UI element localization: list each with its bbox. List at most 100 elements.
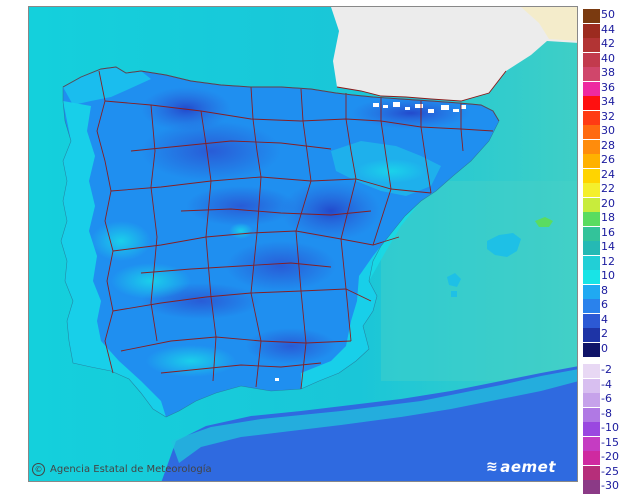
legend-row: 32 — [583, 109, 627, 125]
legend-row: 20 — [583, 196, 627, 212]
legend-swatch — [583, 378, 600, 393]
legend-swatch — [583, 328, 600, 342]
legend-row: 38 — [583, 67, 627, 81]
legend-swatch — [583, 9, 600, 23]
legend-label: 4 — [601, 312, 608, 326]
legend-label: 6 — [601, 298, 608, 311]
legend-swatch — [583, 139, 600, 154]
legend-row: -2 — [583, 364, 627, 378]
legend-row: 50 — [583, 9, 627, 23]
legend-label: -15 — [601, 435, 619, 449]
legend-label: -4 — [601, 377, 612, 391]
temperature-legend: 50 44 42 40 38 36 34 32 30 28 26 24 22 20 18 16 14 12 10 8 6… — [583, 9, 627, 494]
legend-swatch — [583, 393, 600, 407]
legend-label: 22 — [601, 182, 615, 195]
duero-cold — [141, 121, 281, 181]
legend-label: 8 — [601, 283, 608, 297]
legend-swatch — [583, 38, 600, 52]
france-border — [336, 70, 507, 102]
legend-row: -25 — [583, 464, 627, 480]
legend-row: 16 — [583, 225, 627, 241]
legend-swatch — [583, 67, 600, 81]
galicia-north-band — [63, 67, 151, 105]
legend-label: 2 — [601, 327, 608, 340]
ibiza — [447, 273, 461, 287]
legend-label: 42 — [601, 37, 615, 50]
legend-row: -20 — [583, 451, 627, 465]
legend-row: 12 — [583, 254, 627, 270]
legend-row: 36 — [583, 81, 627, 96]
legend-swatch — [583, 212, 600, 226]
legend-row: 4 — [583, 312, 627, 328]
legend-label: 18 — [601, 211, 615, 224]
legend-row: 30 — [583, 125, 627, 139]
legend-label: 12 — [601, 254, 615, 268]
legend-label: -30 — [601, 479, 619, 492]
map-canvas — [29, 7, 577, 481]
legend-label: 14 — [601, 240, 615, 253]
mallorca — [487, 233, 521, 257]
legend-row: 22 — [583, 183, 627, 197]
legend-label: 34 — [601, 95, 615, 108]
legend-swatch — [583, 110, 600, 125]
france-land — [331, 7, 577, 101]
legend-label: 20 — [601, 196, 615, 210]
portugal-coast-band — [61, 101, 166, 417]
pyrenees-snow-spots — [373, 102, 466, 113]
legend-row: -15 — [583, 435, 627, 451]
tagus-warm — [91, 221, 151, 261]
formentera — [451, 291, 457, 297]
legend-row: 42 — [583, 38, 627, 52]
legend-swatch — [583, 422, 600, 436]
legend-label: 16 — [601, 225, 615, 239]
legend-row: 10 — [583, 270, 627, 284]
legend-row: 2 — [583, 328, 627, 342]
legend-swatch — [583, 436, 600, 451]
sierra-nevada-snow — [275, 378, 279, 381]
legend-row: 44 — [583, 23, 627, 38]
betic-cold — [246, 328, 336, 364]
legend-row: 14 — [583, 241, 627, 255]
legend-label: 24 — [601, 167, 615, 181]
legend-label: -25 — [601, 464, 619, 478]
legend-swatch — [583, 168, 600, 183]
attribution: © Agencia Estatal de Meteorología — [32, 463, 212, 476]
legend-swatch — [583, 96, 600, 110]
legend-label: 50 — [601, 8, 615, 21]
legend-swatch — [583, 407, 600, 422]
province-borders — [62, 66, 500, 390]
extremadura-warm — [111, 263, 191, 299]
legend-swatch — [583, 154, 600, 168]
legend-swatch — [583, 52, 600, 67]
legend-row: -8 — [583, 407, 627, 422]
iberian-range-cold-core — [281, 181, 381, 241]
legend-swatch — [583, 183, 600, 197]
inland-warm-spot — [229, 223, 253, 239]
legend-swatch — [583, 342, 600, 357]
legend-label: -6 — [601, 392, 612, 405]
legend-swatch — [583, 364, 600, 378]
north-africa-cyan-coast — [171, 369, 577, 463]
la-mancha-cold — [226, 241, 336, 291]
aemet-logo: ≋ aemet — [486, 456, 578, 478]
legend-swatch — [583, 465, 600, 480]
legend-row: -4 — [583, 377, 627, 393]
temperature-map — [28, 6, 578, 482]
legend-label: 32 — [601, 109, 615, 123]
aemet-logo-text: aemet — [500, 458, 557, 476]
attribution-text: Agencia Estatal de Meteorología — [50, 464, 212, 475]
ebro-warm — [356, 159, 426, 183]
legend-swatch — [583, 125, 600, 139]
legend-swatch — [583, 241, 600, 255]
legend-row: 34 — [583, 96, 627, 110]
aemet-swirl-icon: ≋ — [486, 459, 499, 475]
legend-swatch — [583, 451, 600, 465]
legend-label: 30 — [601, 124, 615, 137]
legend-row: 40 — [583, 52, 627, 67]
legend-swatch — [583, 23, 600, 38]
menorca — [535, 217, 553, 227]
iberia-coastline — [60, 66, 500, 418]
legend-swatch — [583, 480, 600, 494]
legend-label: 26 — [601, 153, 615, 166]
legend-row: 6 — [583, 299, 627, 313]
